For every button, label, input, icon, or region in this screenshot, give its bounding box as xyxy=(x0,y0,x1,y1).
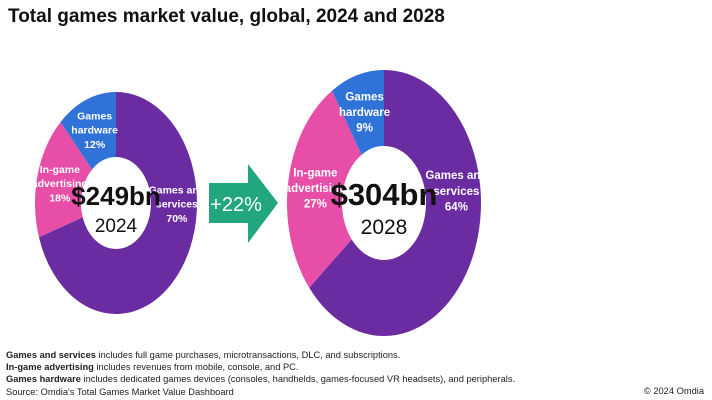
slice-in-game-advertising xyxy=(287,90,362,288)
slice-value-label: 18% xyxy=(49,192,71,204)
note-advertising: In-game advertising includes revenues fr… xyxy=(6,362,299,373)
slice-games-hardware xyxy=(60,92,116,170)
footnotes: Games and services includes full game pu… xyxy=(6,349,515,398)
note-games-services: Games and services includes full game pu… xyxy=(6,350,401,360)
slice-name-label: In-game xyxy=(293,168,337,180)
growth-label: +22% xyxy=(210,194,262,216)
slice-name-label: In-game xyxy=(40,164,80,176)
slice-value-label: 64% xyxy=(445,201,468,213)
slice-name-label: hardware xyxy=(71,125,118,137)
total-value: $249bn xyxy=(71,181,161,211)
slice-name-label: Games xyxy=(77,111,112,123)
slice-value-label: 27% xyxy=(304,199,327,211)
slice-name-label: services xyxy=(156,199,198,211)
slice-name-label: Games and xyxy=(425,170,487,182)
slice-games-hardware xyxy=(332,70,384,155)
note-hardware: Games hardware includes dedicated games … xyxy=(6,374,516,385)
year-label: 2028 xyxy=(361,216,408,239)
slice-value-label: 9% xyxy=(356,122,373,134)
chart-title: Total games market value, global, 2024 a… xyxy=(8,6,445,27)
year-label: 2024 xyxy=(95,216,138,237)
slice-name-label: advertising xyxy=(32,178,88,190)
slice-games-and-services xyxy=(38,92,198,314)
growth-arrow: +22% xyxy=(209,164,278,243)
donut-2028: Games and services 64% In-game advertising 27… xyxy=(285,70,487,336)
slice-name-label: advertising xyxy=(285,183,346,195)
slice-value-label: 12% xyxy=(84,139,106,151)
slice-name-label: Games and xyxy=(149,185,206,197)
source-note: Source: Omdia's Total Games Market Value… xyxy=(6,386,234,397)
copyright: © 2024 Omdia xyxy=(643,386,704,396)
slice-games-and-services xyxy=(309,70,481,336)
donut-2024: Games and services 70% In-game advertising 18… xyxy=(32,92,205,314)
total-value: $304bn xyxy=(331,177,438,212)
slice-value-label: 70% xyxy=(166,213,188,225)
arrow-icon xyxy=(209,164,278,243)
slice-name-label: Games xyxy=(345,91,383,103)
slice-name-label: services xyxy=(433,186,479,198)
slice-name-label: hardware xyxy=(339,107,390,119)
slice-in-game-advertising xyxy=(34,122,93,238)
